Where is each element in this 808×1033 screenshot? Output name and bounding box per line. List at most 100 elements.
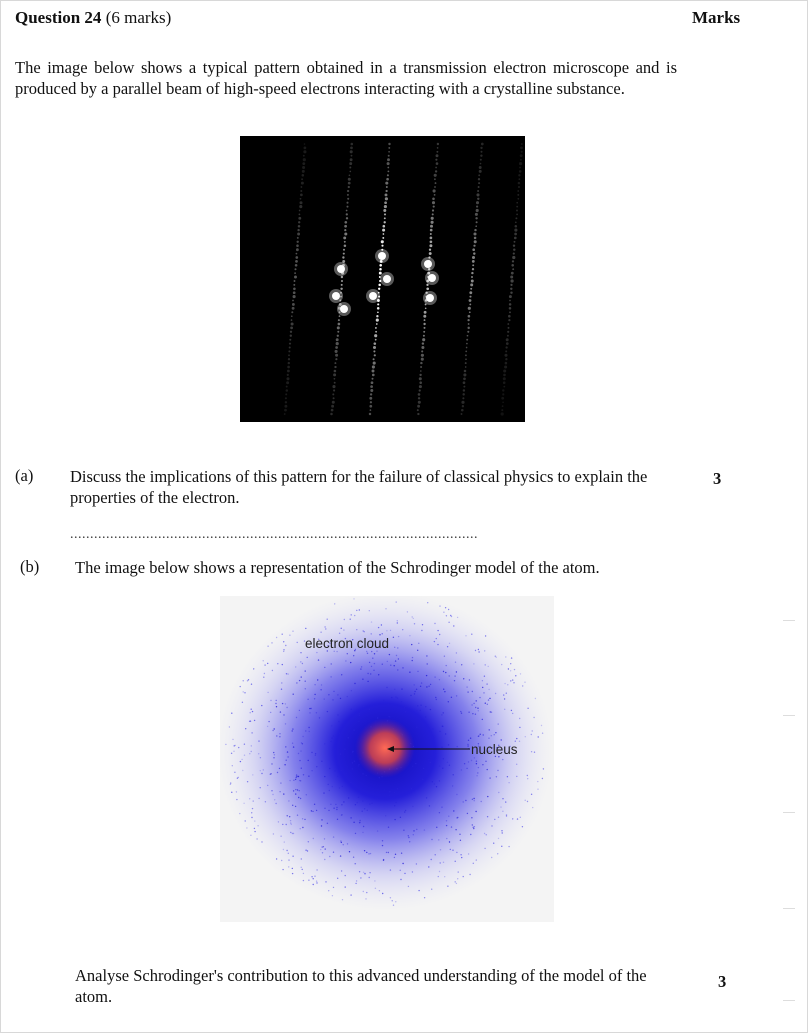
cloud-speck — [363, 705, 365, 708]
cloud-speck — [231, 791, 233, 793]
cloud-speck — [470, 833, 472, 836]
diffraction-spot — [417, 400, 421, 404]
cloud-speck — [264, 801, 267, 803]
cloud-speck — [350, 690, 353, 692]
cloud-speck — [285, 759, 287, 761]
cloud-speck — [275, 802, 277, 805]
cloud-speck — [358, 822, 361, 824]
diffraction-spot — [383, 213, 387, 216]
diffraction-spot — [509, 311, 511, 314]
cloud-speck — [314, 753, 317, 755]
cloud-speck — [395, 801, 397, 804]
cloud-speck — [437, 875, 439, 878]
cloud-speck — [284, 723, 287, 725]
cloud-speck — [237, 776, 239, 779]
cloud-speck — [411, 871, 414, 873]
cloud-speck — [231, 712, 233, 714]
diffraction-spot — [379, 263, 383, 267]
cloud-speck — [338, 720, 340, 723]
cloud-speck — [359, 819, 361, 822]
diffraction-spot — [303, 146, 307, 150]
cloud-speck — [431, 888, 433, 890]
diffraction-spot — [289, 330, 293, 333]
cloud-speck — [468, 711, 470, 713]
cloud-speck — [423, 897, 426, 899]
cloud-speck — [371, 802, 373, 804]
cloud-speck — [225, 743, 227, 746]
diffraction-spot — [518, 174, 521, 177]
cloud-speck — [519, 726, 521, 729]
part-b-marks: 3 — [718, 972, 727, 991]
cloud-speck — [314, 693, 316, 696]
cloud-speck — [324, 848, 326, 850]
diffraction-spot-bright — [426, 294, 434, 302]
cloud-speck — [329, 767, 331, 770]
cloud-speck — [368, 661, 371, 664]
diffraction-spot — [513, 248, 516, 251]
cloud-speck — [508, 782, 510, 784]
cloud-speck — [438, 780, 441, 782]
cloud-speck — [277, 821, 280, 823]
diffraction-spot — [516, 213, 518, 216]
cloud-speck — [434, 622, 436, 625]
cloud-speck — [351, 768, 353, 770]
cloud-speck — [296, 814, 299, 816]
cloud-speck — [467, 761, 470, 763]
cloud-speck — [315, 809, 318, 812]
diffraction-spot — [330, 412, 333, 416]
diffraction-spot — [475, 225, 477, 227]
cloud-speck — [242, 769, 244, 772]
diffraction-spot — [512, 255, 516, 260]
cloud-speck — [385, 608, 387, 610]
cloud-speck — [328, 890, 330, 892]
cloud-speck — [426, 655, 428, 657]
cloud-speck — [439, 849, 442, 851]
cloud-speck — [363, 808, 366, 810]
diffraction-spot — [509, 299, 511, 302]
diffraction-spot — [344, 229, 347, 232]
cloud-speck — [412, 617, 414, 620]
diffraction-spot — [294, 268, 297, 271]
cloud-speck — [417, 670, 419, 673]
cloud-speck — [336, 808, 338, 811]
cloud-speck — [285, 673, 288, 675]
diffraction-spot — [475, 208, 479, 213]
diffraction-spot — [474, 212, 478, 216]
cloud-speck — [338, 632, 341, 634]
cloud-speck — [537, 780, 539, 783]
diffraction-spot — [384, 197, 388, 201]
diffraction-spot — [423, 330, 426, 333]
cloud-speck — [452, 774, 454, 776]
diffraction-spot — [377, 303, 380, 306]
cloud-speck — [362, 773, 364, 775]
cloud-speck — [329, 855, 331, 858]
diffraction-spot — [419, 381, 422, 384]
diffraction-spot — [431, 213, 434, 216]
diffraction-spot — [471, 271, 474, 275]
cloud-speck — [345, 773, 348, 775]
diffraction-spot — [340, 275, 344, 279]
cloud-speck — [462, 875, 464, 878]
cloud-speck — [250, 834, 252, 836]
cloud-speck — [332, 886, 335, 889]
diffraction-spot — [289, 334, 292, 337]
cloud-speck — [446, 837, 448, 840]
cloud-speck — [355, 789, 357, 791]
cloud-speck — [298, 796, 300, 799]
cloud-speck — [292, 693, 294, 695]
diffraction-spot — [461, 405, 465, 408]
diffraction-spot — [334, 349, 338, 353]
cloud-speck — [291, 867, 293, 870]
cloud-speck — [451, 785, 454, 787]
diffraction-spot — [420, 361, 423, 365]
cloud-speck — [273, 757, 275, 759]
cloud-speck — [262, 660, 264, 662]
cloud-speck — [411, 659, 413, 662]
diffraction-spot — [433, 194, 436, 196]
cloud-speck — [344, 637, 347, 640]
cloud-speck — [482, 686, 484, 689]
cloud-speck — [389, 716, 391, 718]
diffraction-spot — [338, 302, 342, 306]
cloud-speck — [389, 791, 391, 793]
diffraction-spot — [288, 346, 291, 349]
